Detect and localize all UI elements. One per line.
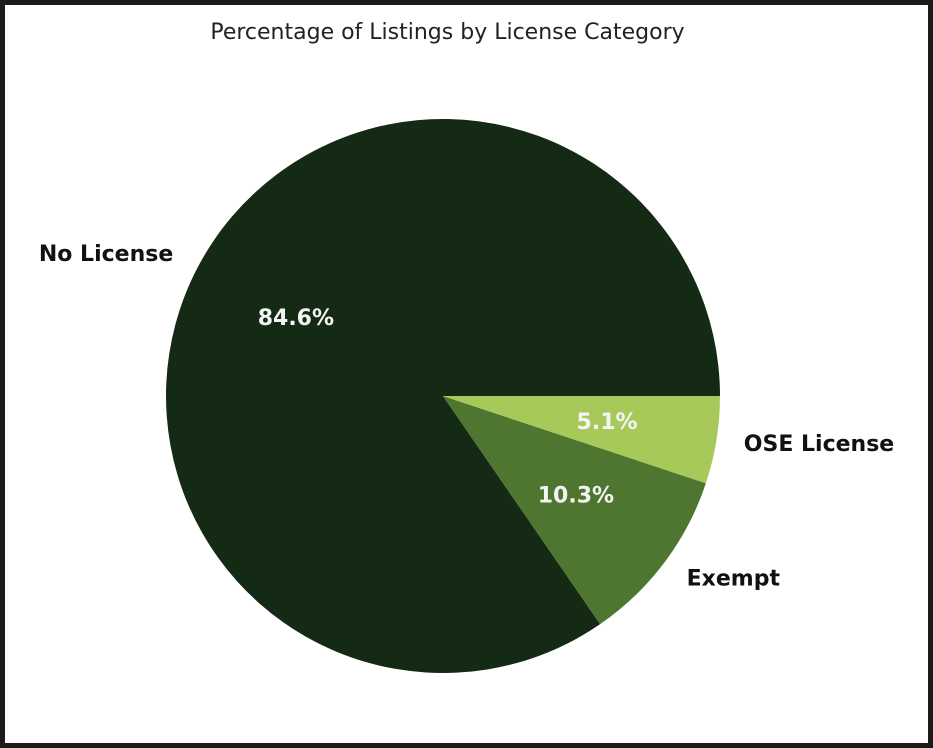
pie-percent-label: 10.3% [538,483,614,508]
pie-category-label: No License [39,242,173,267]
chart-title: Percentage of Listings by License Catego… [210,20,685,45]
pie-slice-exempt [443,396,706,625]
pie-category-labels: No License Exempt OSE License [39,242,894,592]
pie-percent-labels: 84.6% 10.3% 5.1% [258,306,638,508]
pie-percent-label: 5.1% [577,410,638,435]
pie-slices [165,118,720,673]
pie-category-label: OSE License [744,432,894,457]
pie-slice-no-license [165,118,720,673]
pie-category-label: Exempt [687,566,781,591]
pie-percent-label: 84.6% [258,306,334,331]
pie-slice-ose-license [443,396,720,484]
